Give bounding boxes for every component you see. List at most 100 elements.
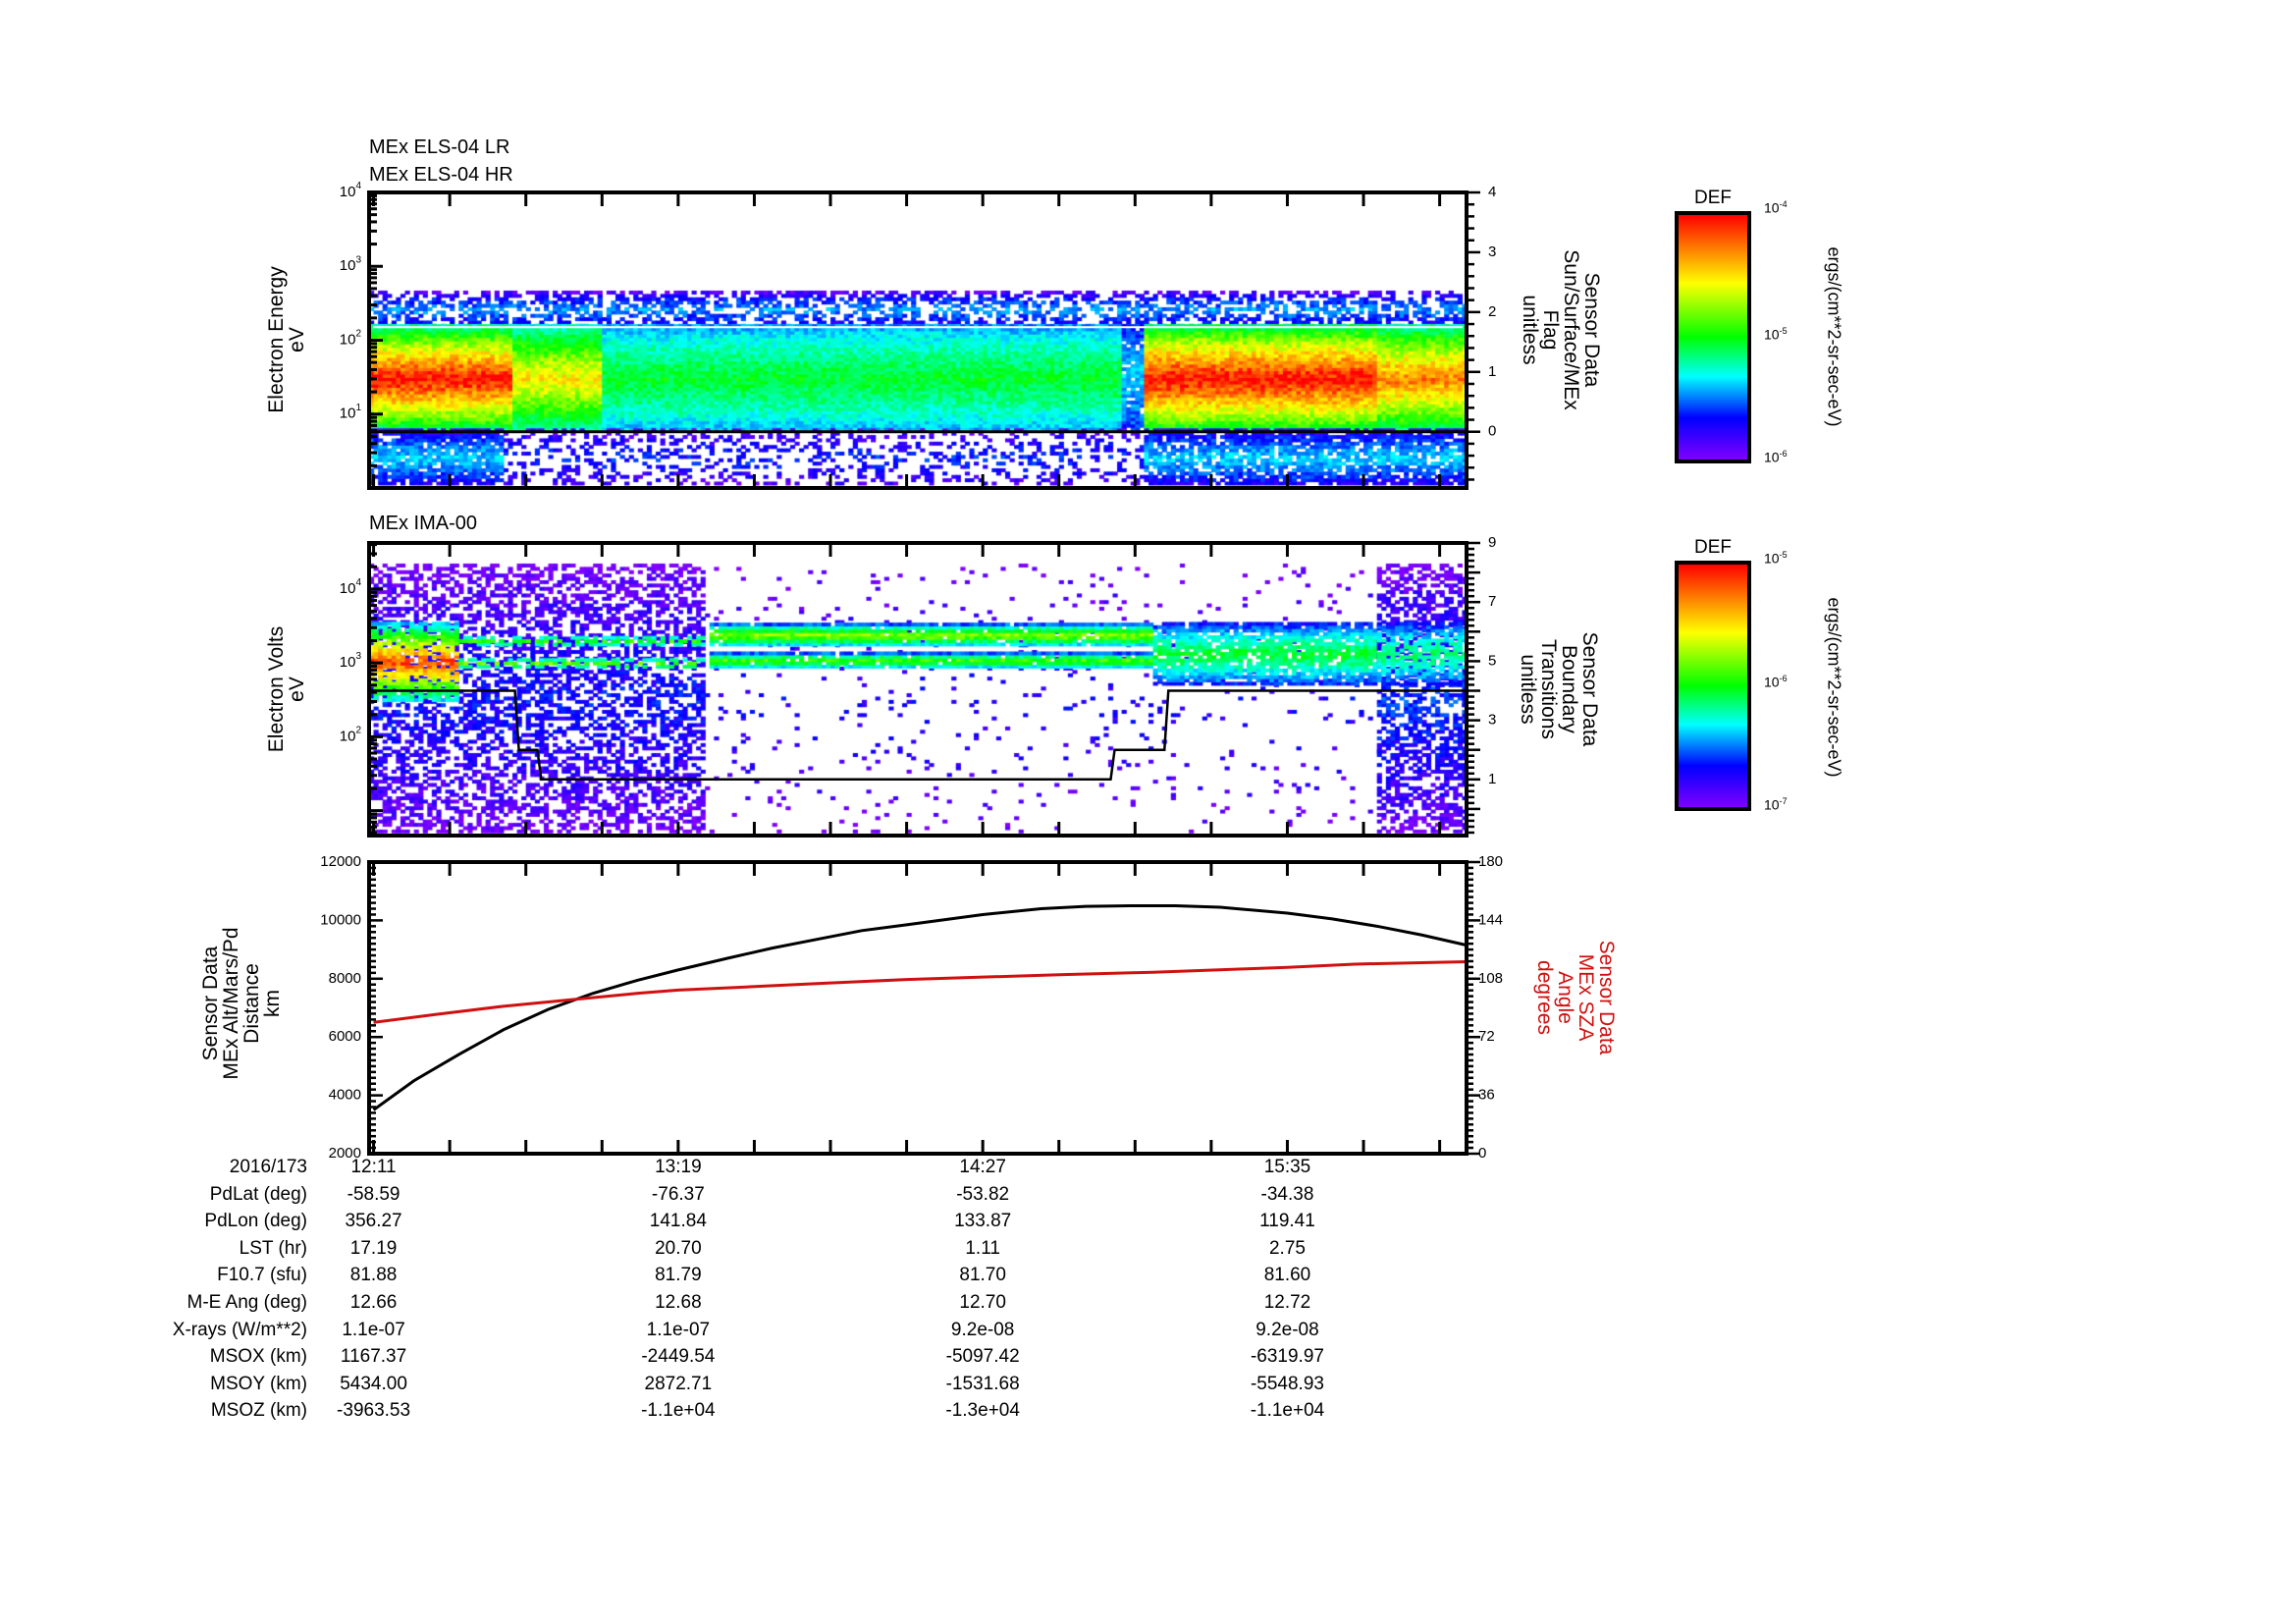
table-row: M-E Ang (deg) 12.66 12.68 12.70 12.72 (0, 1292, 1472, 1318)
table-row: X-rays (W/m**2) 1.1e-07 1.1e-07 9.2e-08 9.2e… (0, 1320, 1472, 1345)
row-value: 81.79 (655, 1265, 702, 1286)
row-value: 12:11 (350, 1157, 397, 1177)
panel2-left-axis-label: Electron Volts eV (265, 626, 308, 752)
row-value: 1.1e-07 (342, 1319, 405, 1340)
label-line: unitless (1517, 654, 1539, 725)
colorbar1-top-tick: 10-4 (1764, 199, 1788, 216)
energy-tick-label: 102 (340, 328, 362, 348)
row-value: -1.1e+04 (641, 1400, 716, 1422)
table-row: MSOZ (km) -3963.53 -1.1e+04 -1.3e+04 -1.1e+0… (0, 1400, 1472, 1426)
label-line: eV (286, 676, 308, 702)
row-value: 15:35 (1263, 1157, 1311, 1177)
row-value: 119.41 (1259, 1211, 1315, 1232)
row-value: 1167.37 (340, 1346, 407, 1368)
panel2-right-axis-label: Sensor Data Boundary Transitions unitles… (1517, 631, 1601, 747)
tick-exponent: 3 (355, 254, 361, 265)
row-value: 12.70 (959, 1292, 1006, 1313)
panel1-frame (367, 190, 1468, 490)
label-line: Distance (240, 963, 263, 1044)
colorbar2-bottom-tick: 10-7 (1764, 796, 1788, 813)
energy-tick-label: 104 (340, 577, 362, 597)
table-row: LST (hr) 17.19 20.70 1.11 2.75 (0, 1238, 1472, 1264)
distance-tick-label: 8000 (329, 970, 361, 987)
table-row: 2016/173 12:11 13:19 14:27 15:35 (0, 1157, 1472, 1182)
distance-tick-label: 6000 (329, 1028, 361, 1045)
tick-exponent: 4 (355, 577, 361, 588)
panel3-frame (367, 860, 1468, 1156)
row-value: -53.82 (956, 1183, 1010, 1205)
row-value: 5434.00 (340, 1373, 407, 1394)
row-value: 2872.71 (644, 1373, 713, 1394)
row-label: PdLon (deg) (204, 1211, 307, 1232)
tick-exponent: 2 (355, 725, 361, 735)
tick-exponent: 1 (355, 402, 361, 412)
row-value: 1.1e-07 (646, 1319, 711, 1340)
panel2-frame (367, 541, 1468, 838)
colorbar1-title: DEF (1694, 188, 1732, 208)
row-value: 1.11 (965, 1237, 1000, 1259)
table-row: MSOY (km) 5434.00 2872.71 -1531.68 -5548.93 (0, 1374, 1472, 1399)
sza-tick-label: 180 (1478, 853, 1503, 870)
row-value: 17.19 (349, 1237, 398, 1259)
panel1-title-hr: MEx ELS-04 HR (369, 164, 513, 186)
panel3-left-axis-label: Sensor Data MEx Alt/Mars/Pd Distance km (199, 927, 284, 1080)
row-value: 9.2e-08 (950, 1319, 1015, 1340)
right-axis-tick-label: 0 (1488, 423, 1496, 440)
row-value: -1531.68 (945, 1373, 1020, 1394)
right-axis-tick-label: 1 (1488, 363, 1496, 380)
energy-tick-label: 101 (340, 402, 362, 421)
panel1-left-axis-label: Electron Energy eV (265, 266, 308, 413)
energy-tick-label: 103 (340, 254, 362, 274)
label-line: Sensor Data (199, 946, 222, 1061)
colorbar2-mid-tick: 10-6 (1764, 674, 1788, 690)
label-line: Transitions (1537, 639, 1560, 739)
row-value: 20.70 (655, 1237, 702, 1259)
row-label: M-E Ang (deg) (187, 1292, 308, 1313)
label-line: degrees (1533, 960, 1556, 1035)
distance-tick-label: 2000 (329, 1145, 361, 1162)
els-spectrogram (369, 192, 1467, 488)
sza-line (373, 959, 1468, 1024)
sza-tick-label: 0 (1478, 1145, 1486, 1162)
label-line: Flag (1539, 309, 1562, 351)
row-value: -2449.54 (641, 1346, 716, 1368)
right-axis-tick-label: 1 (1488, 771, 1496, 787)
label-line: km (261, 990, 284, 1018)
row-value: 12.66 (349, 1292, 398, 1313)
row-value: -34.38 (1260, 1183, 1314, 1205)
boundary-transitions-line (369, 689, 1468, 782)
right-axis-tick-label: 5 (1488, 652, 1496, 669)
colorbar2-title: DEF (1694, 537, 1732, 558)
row-value: 356.27 (345, 1211, 402, 1232)
tick-exponent: 3 (355, 651, 361, 662)
row-value: 9.2e-08 (1255, 1319, 1319, 1340)
table-row: MSOX (km) 1167.37 -2449.54 -5097.42 -6319.97 (0, 1346, 1472, 1372)
right-axis-tick-label: 7 (1488, 593, 1496, 610)
sza-tick-label: 108 (1478, 970, 1503, 987)
row-label: 2016/173 (229, 1157, 307, 1177)
panel1-title-lr: MEx ELS-04 LR (369, 136, 510, 158)
energy-tick-label: 103 (340, 651, 362, 671)
distance-tick-label: 4000 (329, 1087, 361, 1104)
label-line: Sensor Data (1578, 631, 1601, 747)
label-line: Sun/Surface/MEx (1560, 249, 1582, 410)
row-value: 12.68 (655, 1292, 702, 1313)
row-value: -5097.42 (945, 1346, 1020, 1368)
colorbar1 (1675, 211, 1751, 463)
row-value: -6319.97 (1250, 1346, 1324, 1368)
panel1-right-axis-label: Sensor Data Sun/Surface/MEx Flag unitles… (1519, 249, 1603, 410)
altitude-line (372, 904, 1468, 1111)
row-value: -5548.93 (1250, 1373, 1324, 1394)
row-label: MSOY (km) (210, 1373, 307, 1394)
row-value: 81.88 (349, 1265, 398, 1286)
colorbar1-bottom-tick: 10-6 (1764, 449, 1788, 465)
right-axis-tick-label: 3 (1488, 243, 1496, 260)
colorbar1-units: ergs/(cm**2-sr-sec-eV) (1824, 246, 1844, 427)
label-line: MEx SZA (1575, 953, 1597, 1042)
label-line: eV (286, 327, 308, 352)
row-value: 13:19 (655, 1157, 702, 1177)
colorbar2-units: ergs/(cm**2-sr-sec-eV) (1824, 597, 1844, 778)
label-line: Electron Energy (265, 266, 288, 413)
label-line: MEx Alt/Mars/Pd (220, 927, 242, 1080)
